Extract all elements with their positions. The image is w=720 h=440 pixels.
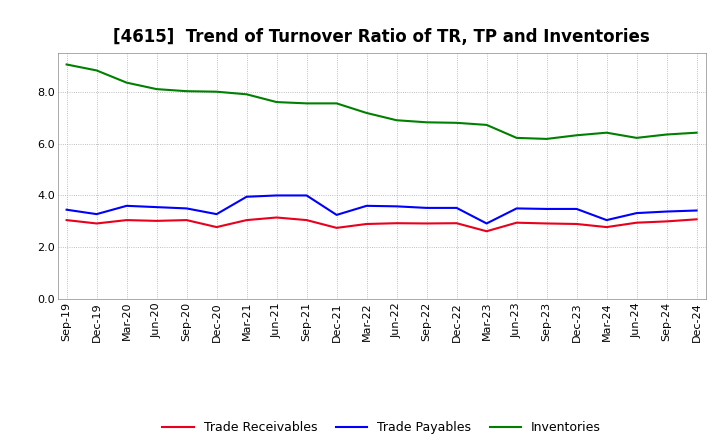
Trade Receivables (212, 224, 221, 230)
Trade Payables (182, 206, 191, 211)
Trade Receivables (62, 217, 71, 223)
Inventories (542, 136, 551, 142)
Trade Receivables (452, 220, 461, 226)
Trade Payables (212, 212, 221, 217)
Line: Inventories: Inventories (66, 65, 697, 139)
Trade Receivables (272, 215, 281, 220)
Inventories (153, 87, 161, 92)
Trade Receivables (392, 220, 401, 226)
Inventories (362, 110, 371, 116)
Inventories (482, 122, 491, 128)
Trade Receivables (513, 220, 521, 225)
Inventories (302, 101, 311, 106)
Inventories (632, 135, 641, 140)
Trade Payables (632, 210, 641, 216)
Trade Payables (662, 209, 671, 214)
Trade Receivables (422, 221, 431, 226)
Inventories (422, 120, 431, 125)
Line: Trade Payables: Trade Payables (66, 195, 697, 224)
Inventories (452, 120, 461, 125)
Inventories (392, 117, 401, 123)
Line: Trade Receivables: Trade Receivables (66, 217, 697, 231)
Trade Receivables (632, 220, 641, 225)
Trade Payables (302, 193, 311, 198)
Trade Payables (392, 204, 401, 209)
Trade Receivables (242, 217, 251, 223)
Inventories (662, 132, 671, 137)
Trade Receivables (572, 221, 581, 227)
Inventories (122, 80, 131, 85)
Inventories (513, 135, 521, 140)
Trade Receivables (693, 216, 701, 222)
Title: [4615]  Trend of Turnover Ratio of TR, TP and Inventories: [4615] Trend of Turnover Ratio of TR, TP… (113, 28, 650, 46)
Trade Payables (602, 217, 611, 223)
Inventories (212, 89, 221, 94)
Trade Payables (422, 205, 431, 211)
Trade Payables (452, 205, 461, 211)
Trade Receivables (302, 217, 311, 223)
Inventories (333, 101, 341, 106)
Trade Payables (482, 221, 491, 226)
Trade Receivables (122, 217, 131, 223)
Trade Payables (513, 206, 521, 211)
Trade Payables (333, 212, 341, 217)
Trade Payables (693, 208, 701, 213)
Inventories (62, 62, 71, 67)
Trade Payables (122, 203, 131, 209)
Inventories (272, 99, 281, 105)
Trade Receivables (362, 221, 371, 227)
Trade Receivables (182, 217, 191, 223)
Trade Payables (272, 193, 281, 198)
Trade Receivables (602, 224, 611, 230)
Trade Receivables (482, 229, 491, 234)
Inventories (602, 130, 611, 136)
Trade Payables (362, 203, 371, 209)
Trade Payables (92, 212, 101, 217)
Trade Receivables (662, 219, 671, 224)
Trade Payables (572, 206, 581, 212)
Inventories (92, 68, 101, 73)
Trade Payables (62, 207, 71, 213)
Inventories (242, 92, 251, 97)
Trade Payables (242, 194, 251, 199)
Trade Payables (542, 206, 551, 212)
Trade Receivables (153, 218, 161, 224)
Inventories (572, 132, 581, 138)
Trade Receivables (333, 225, 341, 231)
Legend: Trade Receivables, Trade Payables, Inventories: Trade Receivables, Trade Payables, Inven… (157, 416, 606, 439)
Trade Receivables (542, 221, 551, 226)
Trade Payables (153, 205, 161, 210)
Inventories (182, 88, 191, 94)
Trade Receivables (92, 221, 101, 226)
Inventories (693, 130, 701, 136)
